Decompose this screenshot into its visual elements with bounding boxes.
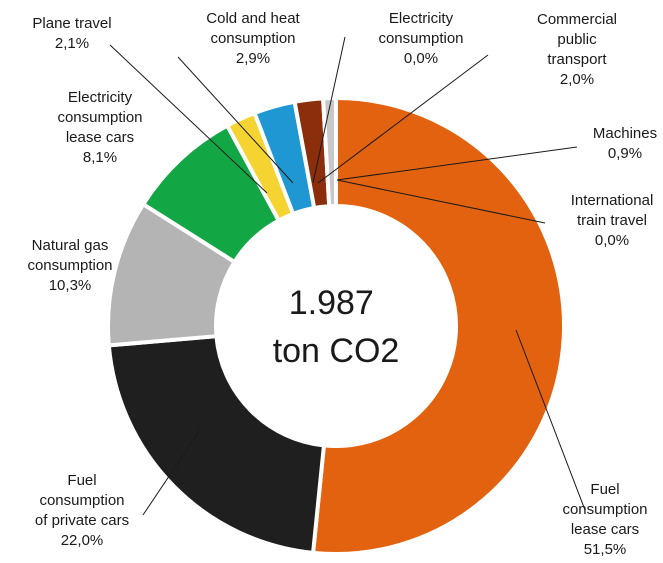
slice-label-line: International	[571, 192, 654, 209]
slice-label-line: Machines	[593, 125, 657, 142]
slice-label-line: 2,9%	[236, 50, 270, 67]
slice-label-fuel-private: Fuel consumption of private cars 22,0%	[35, 472, 129, 549]
slice-label-line: consumption	[27, 257, 112, 274]
slice-label-line: Fuel	[590, 481, 619, 498]
slice-label-line: transport	[547, 51, 607, 68]
slice-label-international-train: International train travel 0,0%	[571, 192, 654, 249]
slice-label-line: consumption	[562, 501, 647, 518]
slice-label-electricity: Electricity consumption 0,0%	[378, 10, 463, 67]
donut-slices	[106, 96, 566, 556]
leader-lines	[109, 36, 586, 516]
leader-line-plane-travel	[109, 44, 268, 194]
center-total: 1.987 ton CO2	[273, 284, 400, 370]
slice-label-line: 0,0%	[595, 232, 629, 249]
slice-label-line: Cold and heat	[206, 10, 300, 27]
slice-label-public-transport: Commercial public transport 2,0%	[537, 11, 617, 88]
leader-line-cold-heat	[177, 56, 294, 184]
slice-label-cold-heat: Cold and heat consumption 2,9%	[206, 10, 300, 67]
slice-label-line: 8,1%	[83, 149, 117, 166]
slice-label-line: 0,9%	[608, 145, 642, 162]
slice-label-fuel-lease: Fuel consumption lease cars 51,5%	[562, 481, 647, 558]
leader-line-public-transport	[317, 54, 489, 184]
slice-fuel-private	[106, 334, 326, 555]
slice-labels: Fuel consumption lease cars 51,5% Fuel consum…	[27, 10, 657, 558]
slice-label-line: 10,3%	[49, 277, 92, 294]
center-total-value: 1.987	[289, 284, 374, 322]
slice-label-line: 2,1%	[55, 35, 89, 52]
slice-label-line: 22,0%	[61, 532, 104, 549]
slice-label-line: Natural gas	[32, 237, 109, 254]
slice-label-electricity-lease: Electricity consumption lease cars 8,1%	[57, 89, 142, 166]
center-total-unit: ton CO2	[273, 332, 400, 370]
slice-label-line: 2,0%	[560, 71, 594, 88]
leader-line-fuel-lease	[515, 329, 586, 511]
slice-label-line: consumption	[57, 109, 142, 126]
slice-label-line: lease cars	[571, 521, 639, 538]
slice-fuel-lease	[311, 96, 566, 556]
slice-label-line: Commercial	[537, 11, 617, 28]
slice-label-line: Fuel	[67, 472, 96, 489]
leader-line-machines	[336, 146, 578, 181]
slice-label-line: lease cars	[66, 129, 134, 146]
slice-label-machines: Machines 0,9%	[593, 125, 657, 162]
slice-label-line: consumption	[39, 492, 124, 509]
slice-label-line: Electricity	[389, 10, 454, 27]
slice-machines	[321, 96, 338, 209]
slice-label-line: consumption	[210, 30, 295, 47]
slice-label-line: train travel	[577, 212, 647, 229]
slice-label-line: public	[557, 31, 597, 48]
leader-line-fuel-private	[142, 429, 201, 516]
leader-line-international-train	[336, 179, 546, 224]
slice-label-line: Plane travel	[32, 15, 111, 32]
slice-label-line: consumption	[378, 30, 463, 47]
leader-line-electricity	[312, 36, 346, 184]
slice-label-line: 51,5%	[584, 541, 627, 558]
slice-label-line: Electricity	[68, 89, 133, 106]
slice-label-line: 0,0%	[404, 50, 438, 67]
slice-label-plane-travel: Plane travel 2,1%	[32, 15, 111, 52]
slice-label-line: of private cars	[35, 512, 129, 529]
slice-label-natural-gas: Natural gas consumption 10,3%	[27, 237, 112, 294]
